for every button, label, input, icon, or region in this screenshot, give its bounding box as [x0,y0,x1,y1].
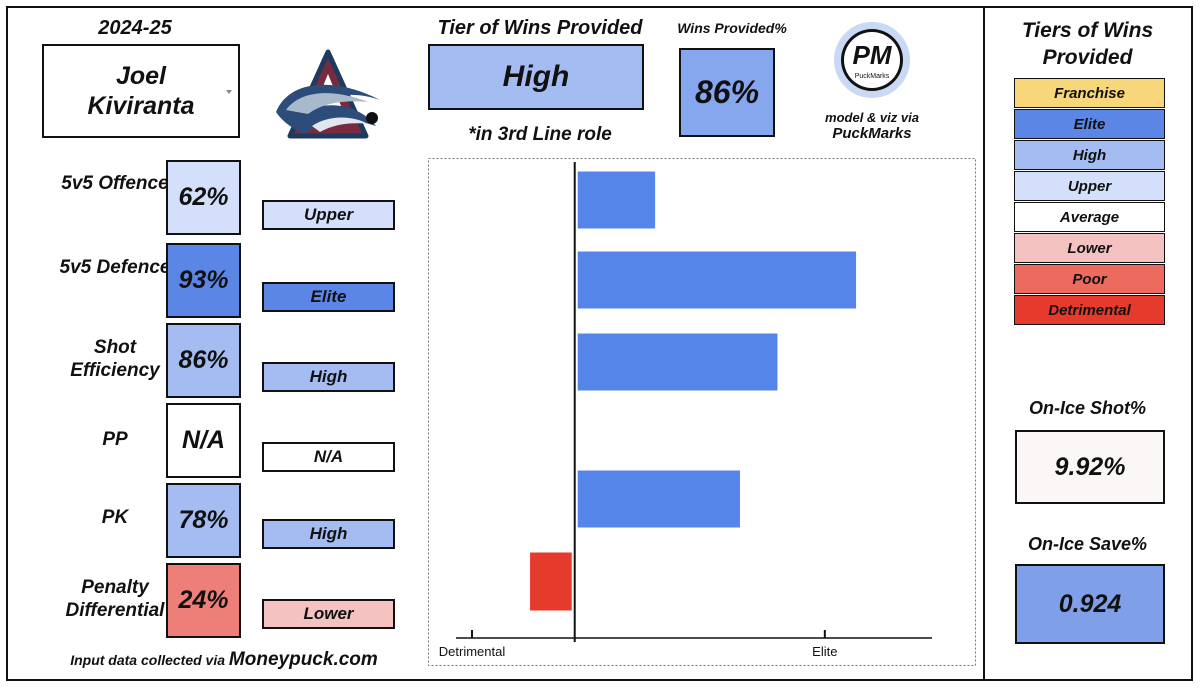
wins-chart: Detrimental Elite [428,158,976,666]
x-tick-label: Elite [812,644,837,659]
tier-note: *in 3rd Line role [468,124,612,145]
credit-line-1: model & viz via [825,110,919,125]
wins-provided-title: Wins Provided% [677,20,787,36]
metric-tier: N/A [262,442,395,472]
bar-5v5-defence [577,251,857,309]
credit-line-2: PuckMarks [832,125,912,142]
legend-item-elite: Elite [1014,109,1165,139]
bar-5v5-offence [577,171,656,229]
metric-label: 5v5 Offence [61,173,169,194]
legend-item-high: High [1014,140,1165,170]
chart-plot-area [428,158,976,666]
metric-label: Penalty Differential [65,577,165,621]
viz-credit: model & viz via PuckMarks [812,110,932,146]
bar-shot-efficiency [577,333,778,391]
x-tick-label: Detrimental [439,644,506,659]
metric-percentile: 93% [166,243,241,318]
metric-label: PK [101,507,129,528]
puckmarks-logo-word: PuckMarks [855,73,890,80]
metric-tier: Elite [262,282,395,312]
on-ice-save-title: On-Ice Save% [1027,533,1148,554]
metric-tier: Lower [262,599,395,629]
metric-percentile: 62% [166,160,241,235]
dashboard-frame [6,6,1193,681]
season-label: 2024-25 [98,16,172,39]
metric-percentile: 86% [166,323,241,398]
metric-tier: High [262,362,395,392]
on-ice-save-value: 0.924 [1015,564,1165,644]
metric-tier: High [262,519,395,549]
metric-percentile: 78% [166,483,241,558]
on-ice-shot-title: On-Ice Shot% [1028,397,1146,418]
legend-title: Tiers of Wins Provided [1021,19,1154,69]
metric-percentile: 24% [166,563,241,638]
on-ice-shot-value: 9.92% [1015,430,1165,504]
puckmarks-logo: PM PuckMarks [834,22,910,98]
avalanche-logo [276,49,380,139]
legend-item-detrimental: Detrimental [1014,295,1165,325]
tier-title: Tier of Wins Provided [437,16,643,39]
panel-divider [983,6,985,681]
data-source-note: Input data collected via Moneypuck.com [44,645,404,675]
metric-label: 5v5 Defence [59,257,171,278]
legend-item-upper: Upper [1014,171,1165,201]
player-last-name: Kiviranta [87,92,195,120]
bar-penalty-differential [530,552,572,611]
tier-value-box: High [428,44,644,110]
metric-label: PP [102,429,128,450]
data-source-prefix: Input data collected via [70,652,226,668]
data-source-name: Moneypuck.com [228,649,378,670]
legend-item-average: Average [1014,202,1165,232]
bar-pk [577,470,740,528]
puckmarks-logo-letters: PM [853,40,893,70]
wins-provided-box: 86% [679,48,775,137]
dropdown-arrow-icon[interactable] [226,90,232,94]
player-selector[interactable]: Joel Kiviranta [42,44,240,138]
player-first-name: Joel [115,62,166,90]
metric-tier: Upper [262,200,395,230]
legend-item-franchise: Franchise [1014,78,1165,108]
legend-item-poor: Poor [1014,264,1165,294]
legend-item-lower: Lower [1014,233,1165,263]
metric-label: Shot Efficiency [70,337,160,381]
metric-percentile: N/A [166,403,241,478]
